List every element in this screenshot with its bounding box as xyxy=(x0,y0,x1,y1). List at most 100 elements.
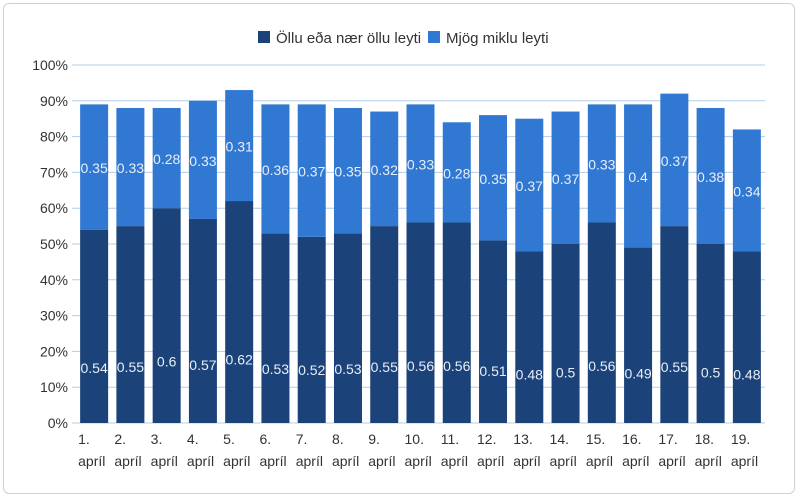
x-tick-label: apríl xyxy=(259,453,286,469)
x-tick-label: 2. xyxy=(114,431,126,447)
bar-segment xyxy=(116,107,145,227)
x-tick-label: apríl xyxy=(441,453,468,469)
bar-segment xyxy=(80,229,109,423)
bar-segment xyxy=(152,208,181,423)
y-tick-label: 40% xyxy=(40,272,68,288)
data-label: 0.56 xyxy=(588,358,615,374)
bar-segment xyxy=(587,222,616,423)
x-tick-label: apríl xyxy=(405,453,432,469)
bar-segment xyxy=(188,218,217,423)
x-tick-label: apríl xyxy=(151,453,178,469)
x-tick-label: 5. xyxy=(223,431,235,447)
x-axis: 1. apríl 2. apríl 3. apríl 4. apríl 5. apríl 6. apr… xyxy=(78,431,758,469)
x-tick-label: 7. xyxy=(296,431,308,447)
bar-segment xyxy=(696,244,725,423)
bar-segment xyxy=(188,100,217,219)
x-tick-label: 18. xyxy=(695,431,714,447)
data-label: 0.37 xyxy=(552,171,579,187)
bar-segment xyxy=(333,233,362,423)
data-label: 0.33 xyxy=(407,156,434,172)
data-label: 0.33 xyxy=(117,160,144,176)
x-tick-label: 16. xyxy=(622,431,641,447)
data-label: 0.57 xyxy=(189,357,216,373)
chart-frame xyxy=(3,3,795,494)
bar-segment xyxy=(660,226,689,423)
legend-label: Öllu eða nær öllu leyti xyxy=(276,29,421,47)
bar-segment xyxy=(261,104,290,234)
x-tick-label: 8. xyxy=(332,431,344,447)
data-label: 0.37 xyxy=(516,178,543,194)
x-tick-label: apríl xyxy=(513,453,540,469)
bar-segment xyxy=(660,93,689,227)
bar-segment xyxy=(370,226,399,423)
x-tick-label: apríl xyxy=(78,453,105,469)
bar-segment xyxy=(225,90,254,202)
data-label: 0.28 xyxy=(153,151,180,167)
data-label: 0.35 xyxy=(334,164,361,180)
bars: 0.54 0.35 0.55 0.33 0.6 0.28 0.57 0.33 0.62 0.31 0… xyxy=(80,90,761,423)
data-label: 0.62 xyxy=(226,351,253,367)
bar-segment xyxy=(333,107,362,234)
x-tick-label: 14. xyxy=(550,431,569,447)
bar-segment xyxy=(696,107,725,245)
y-tick-label: 80% xyxy=(40,129,68,145)
y-tick-label: 90% xyxy=(40,93,68,109)
x-tick-label: 3. xyxy=(151,431,163,447)
y-tick-label: 10% xyxy=(40,379,68,395)
x-tick-label: 19. xyxy=(731,431,750,447)
x-tick-label: apríl xyxy=(550,453,577,469)
x-tick-label: 9. xyxy=(368,431,380,447)
x-tick-label: apríl xyxy=(368,453,395,469)
x-tick-label: 13. xyxy=(513,431,532,447)
bar-segment xyxy=(479,115,508,241)
bar-segment xyxy=(732,129,761,252)
data-label: 0.48 xyxy=(733,366,760,382)
bar-segment xyxy=(732,251,761,423)
x-tick-label: apríl xyxy=(695,453,722,469)
bar-segment xyxy=(442,222,471,423)
bar-segment xyxy=(406,104,435,223)
y-tick-label: 70% xyxy=(40,164,68,180)
x-tick-label: 4. xyxy=(187,431,199,447)
data-label: 0.51 xyxy=(479,363,506,379)
data-label: 0.52 xyxy=(298,362,325,378)
bar-segment xyxy=(152,107,181,209)
data-label: 0.55 xyxy=(117,359,144,375)
bar-segment xyxy=(80,104,109,230)
data-label: 0.37 xyxy=(298,164,325,180)
data-label: 0.5 xyxy=(701,364,721,380)
bar-segment xyxy=(297,104,326,237)
bar-segment xyxy=(587,104,616,223)
data-label: 0.53 xyxy=(334,361,361,377)
x-tick-label: 10. xyxy=(405,431,424,447)
data-label: 0.33 xyxy=(189,153,216,169)
x-tick-label: apríl xyxy=(658,453,685,469)
data-label: 0.6 xyxy=(157,354,177,370)
x-tick-label: apríl xyxy=(332,453,359,469)
data-label: 0.37 xyxy=(661,153,688,169)
bar-segment xyxy=(479,240,508,423)
x-tick-label: 15. xyxy=(586,431,605,447)
y-tick-label: 50% xyxy=(40,236,68,252)
x-tick-label: apríl xyxy=(114,453,141,469)
bar-segment xyxy=(406,222,435,423)
data-label: 0.5 xyxy=(556,364,576,380)
x-tick-label: apríl xyxy=(622,453,649,469)
data-label: 0.55 xyxy=(371,359,398,375)
data-label: 0.49 xyxy=(624,365,651,381)
bar-segment xyxy=(225,201,254,423)
bar-segment xyxy=(261,233,290,423)
bar-segment xyxy=(297,236,326,423)
y-tick-label: 20% xyxy=(40,343,68,359)
bar-segment xyxy=(624,247,653,423)
x-tick-label: apríl xyxy=(477,453,504,469)
bar-segment xyxy=(116,226,145,423)
legend-label: Mjög miklu leyti xyxy=(446,30,549,47)
x-tick-label: 6. xyxy=(259,431,271,447)
y-axis: 0% 10% 20% 30% 40% 50% 60% 70% 80% 90% 100% xyxy=(32,57,68,431)
data-label: 0.4 xyxy=(628,169,648,185)
data-label: 0.28 xyxy=(443,165,470,181)
bar-segment xyxy=(515,118,544,252)
legend-swatch xyxy=(258,31,270,43)
